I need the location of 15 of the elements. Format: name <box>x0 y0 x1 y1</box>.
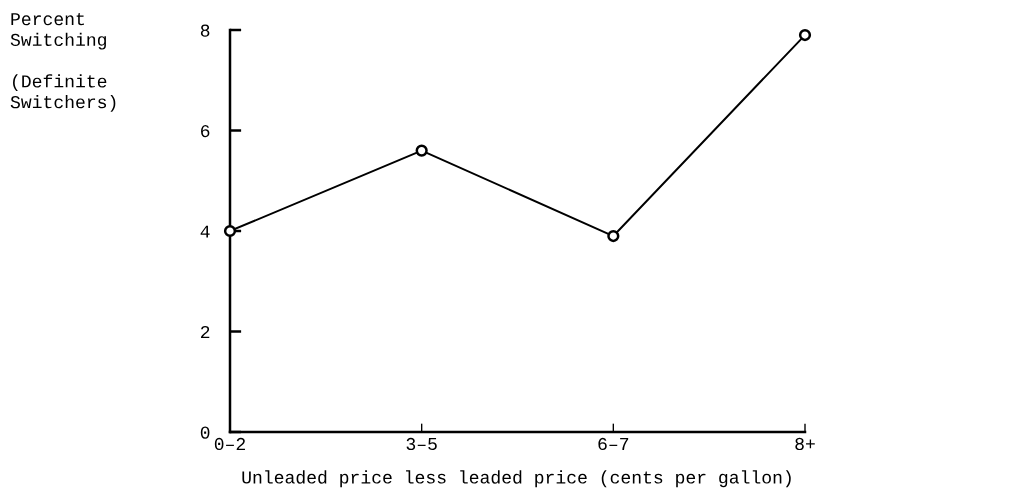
point <box>223 224 237 238</box>
x-axis-title: Unleaded price less leaded price (cents per gallon) <box>242 470 791 488</box>
y-tick-label: 8 <box>200 24 210 37</box>
text: Percent Switching (Definite Switchers) <box>10 13 116 112</box>
x-tick-label: 6–7 <box>598 437 629 451</box>
y-tick-label: 4 <box>200 225 210 238</box>
x-tick-label: 3–5 <box>406 437 437 451</box>
y-tick-label: 2 <box>200 325 210 339</box>
x-tick-label: 0–2 <box>214 437 245 451</box>
point <box>798 28 812 42</box>
point <box>415 144 428 157</box>
point <box>607 229 620 243</box>
y-tick-label: 0 <box>200 426 210 439</box>
y-tick-label: 6 <box>201 124 210 138</box>
x-tick-label: 8+ <box>795 437 815 451</box>
